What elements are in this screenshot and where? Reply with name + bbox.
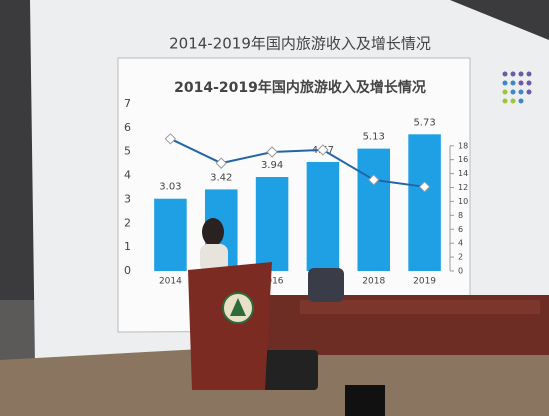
speaker-body [200, 244, 228, 272]
y2-tick-label: 6 [458, 225, 463, 234]
bar [255, 177, 289, 271]
x-tick-label: 2014 [159, 277, 182, 287]
line-marker [418, 181, 431, 193]
line [169, 137, 425, 188]
speaker-head [202, 218, 224, 246]
chart: 2014-2019年国内旅游收入及增长情况 012345670246810121… [124, 79, 468, 287]
x-tick-label: 2019 [413, 277, 436, 287]
value-label: 5.13 [363, 132, 385, 143]
chart-title: 2014-2019年国内旅游收入及增长情况 [174, 79, 426, 96]
value-label: 5.73 [413, 117, 435, 128]
y2-tick-label: 8 [458, 211, 463, 220]
y-tick-label: 2 [124, 216, 131, 229]
y2-tick-label: 12 [458, 183, 468, 192]
value-label: 3.42 [210, 172, 232, 183]
slide-dots [502, 71, 532, 104]
y-tick-label: 0 [124, 264, 131, 277]
slide-title: 2014-2019年国内旅游收入及增长情况 [169, 35, 431, 53]
line-marker [266, 146, 278, 158]
y2-tick-label: 18 [458, 141, 468, 150]
bar [408, 134, 441, 271]
bar [306, 161, 340, 271]
x-tick-label: 2016 [261, 277, 284, 287]
bar [154, 198, 187, 271]
y-tick-label: 7 [124, 97, 131, 110]
y-tick-label: 6 [124, 121, 131, 134]
monitor [345, 385, 385, 416]
line-marker [215, 157, 227, 169]
podium [188, 262, 272, 390]
line-marker [368, 174, 380, 186]
x-tick-label: 2018 [362, 277, 385, 287]
line-marker [317, 144, 329, 156]
y2-tick-label: 14 [458, 169, 468, 178]
bar [357, 148, 391, 271]
stage [0, 218, 549, 416]
table-top [300, 300, 540, 314]
value-label: 3.03 [159, 182, 181, 193]
y-tick-label: 5 [124, 145, 131, 158]
y2-tick-label: 4 [458, 239, 463, 248]
value-label: 3.94 [261, 160, 283, 171]
y-tick-label: 3 [124, 192, 131, 205]
y2-tick-label: 10 [458, 197, 468, 206]
emblem-tree [230, 298, 246, 316]
y-tick-label: 1 [124, 240, 131, 253]
y2-tick-label: 2 [458, 253, 463, 262]
line-marker [164, 133, 177, 145]
y2-tick-label: 16 [458, 155, 468, 164]
y-tick-label: 4 [124, 169, 131, 182]
chair [308, 268, 344, 302]
y2-tick-label: 0 [458, 267, 463, 276]
